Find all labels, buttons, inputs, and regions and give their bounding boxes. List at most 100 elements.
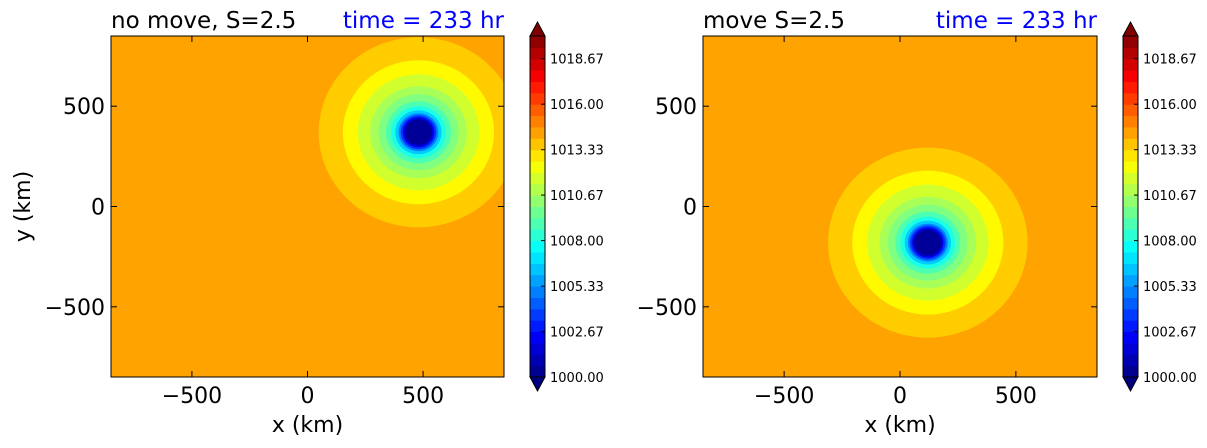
- panel-title: no move, S=2.5: [111, 8, 296, 34]
- panel-move: −500 0 500 −500 0 500 move S=2.5 time = 233 h…: [637, 8, 1197, 438]
- x-axis-label: x (km): [272, 413, 343, 438]
- colorbar-segment: [1123, 342, 1138, 355]
- colorbar-segment: [530, 342, 545, 355]
- x-tick-label: 500: [995, 384, 1037, 409]
- colorbar-tick-label: 1005.33: [1143, 280, 1197, 295]
- contour-level: [404, 119, 433, 146]
- colorbar-tick-label: 1002.67: [1143, 325, 1197, 340]
- colorbar-tick-label: 1005.33: [550, 280, 604, 295]
- colorbar-tick-label: 1018.67: [550, 53, 604, 68]
- colorbar-segment: [530, 206, 545, 219]
- colorbar-segment: [530, 126, 545, 139]
- axis-ticks: −500 0 500 −500 0 500: [637, 36, 1097, 409]
- colorbar-segment: [530, 115, 545, 128]
- colorbar-segment: [1123, 195, 1138, 207]
- colorbar-segment: [530, 217, 545, 230]
- colorbar-segment: [530, 274, 545, 287]
- colorbar: 1018.67 1016.00 1013.33 1010.67 1008.00 1005.…: [529, 20, 604, 393]
- time-label: time = 233 hr: [343, 8, 505, 34]
- colorbar-segment: [1123, 92, 1138, 105]
- colorbar-tick-label: 1013.33: [1143, 144, 1197, 159]
- y-tick-label: 500: [63, 95, 105, 120]
- colorbar-segment: [1123, 331, 1138, 344]
- colorbar-segment: [530, 286, 545, 298]
- colorbar-segment: [1123, 217, 1138, 230]
- colorbar-segment: [1123, 229, 1138, 242]
- colorbar-segment: [530, 81, 545, 94]
- colorbar-segment: [530, 161, 545, 173]
- colorbar-segment: [530, 354, 545, 367]
- colorbar-segment: [530, 138, 545, 151]
- y-tick-label: 0: [683, 196, 697, 221]
- colorbar-tick-label: 1018.67: [1143, 53, 1197, 68]
- colorbar-segment: [530, 195, 545, 207]
- colorbar-tick-label: 1010.67: [1143, 189, 1197, 204]
- colorbar-tick-label: 1002.67: [550, 325, 604, 340]
- colorbar-segment: [1123, 354, 1138, 367]
- y-axis-label: y (km): [11, 171, 36, 242]
- x-tick-label: −500: [162, 384, 222, 409]
- axis-ticks: −500 0 500 −500 0 500: [45, 36, 504, 409]
- colorbar-segment: [530, 92, 545, 105]
- colorbar-segment: [1123, 183, 1138, 196]
- colorbar-segment: [1123, 251, 1138, 264]
- colorbar-segment: [530, 251, 545, 264]
- colorbar-segment: [1123, 36, 1138, 48]
- colorbar-segment: [530, 229, 545, 242]
- colorbar-segment: [1123, 138, 1138, 151]
- colorbar-segment: [1123, 263, 1138, 276]
- colorbar-segment: [1123, 126, 1138, 139]
- contour-field: [111, 36, 504, 377]
- colorbar-extend-min: [1122, 376, 1139, 393]
- y-tick-label: −500: [637, 296, 697, 321]
- time-label: time = 233 hr: [936, 8, 1098, 34]
- colorbar-segment: [530, 263, 545, 276]
- colorbar-segment: [1123, 297, 1138, 310]
- x-tick-label: −500: [754, 384, 814, 409]
- colorbar-segment: [530, 70, 545, 82]
- x-tick-label: 0: [301, 384, 315, 409]
- x-tick-label: 0: [893, 384, 907, 409]
- colorbar-segment: [530, 183, 545, 196]
- colorbar-frame: [1122, 35, 1139, 378]
- colorbar-segment: [1123, 104, 1138, 117]
- colorbar-segment: [1123, 240, 1138, 253]
- colorbar-segment: [1123, 47, 1138, 60]
- colorbar-tick-label: 1010.67: [550, 189, 604, 204]
- colorbar-frame: [529, 35, 546, 378]
- colorbar-extend-min: [529, 376, 546, 393]
- colorbar-segment: [1123, 161, 1138, 173]
- colorbar-segment: [1123, 365, 1138, 378]
- colorbar-tick-label: 1008.00: [550, 235, 604, 250]
- colorbar-segment: [1123, 206, 1138, 219]
- colorbar-segment: [1123, 320, 1138, 333]
- colorbar-extend-max: [529, 20, 546, 37]
- colorbar-segment: [1123, 286, 1138, 298]
- colorbar-segment: [1123, 274, 1138, 287]
- colorbar-segment: [530, 47, 545, 60]
- colorbar-tick-label: 1008.00: [1143, 235, 1197, 250]
- panel-no-move: −500 0 500 −500 0 500 no move, S=2.5 time = 2…: [11, 8, 604, 438]
- x-tick-label: 500: [402, 384, 444, 409]
- colorbar-segment: [530, 297, 545, 310]
- colorbar-tick-label: 1013.33: [550, 144, 604, 159]
- y-tick-label: 0: [91, 196, 105, 221]
- colorbar-tick-label: 1000.00: [1143, 371, 1197, 386]
- colorbar-segment: [530, 172, 545, 185]
- colorbar-segment: [530, 308, 545, 321]
- colorbar-extend-max: [1122, 20, 1139, 37]
- colorbar-segment: [530, 104, 545, 117]
- colorbar-segment: [530, 320, 545, 333]
- colorbar-segment: [1123, 115, 1138, 128]
- colorbar: 1018.67 1016.00 1013.33 1010.67 1008.00 1005.…: [1122, 20, 1197, 393]
- contour-level: [914, 229, 942, 256]
- colorbar-segment: [530, 365, 545, 378]
- colorbar-tick-label: 1016.00: [550, 98, 604, 113]
- colorbar-segment: [1123, 308, 1138, 321]
- colorbar-segment: [1123, 58, 1138, 71]
- colorbar-tick-label: 1000.00: [550, 371, 604, 386]
- colorbar-segment: [530, 331, 545, 344]
- contour-field: [703, 36, 1097, 377]
- colorbar-segment: [530, 149, 545, 162]
- panel-title: move S=2.5: [703, 8, 845, 34]
